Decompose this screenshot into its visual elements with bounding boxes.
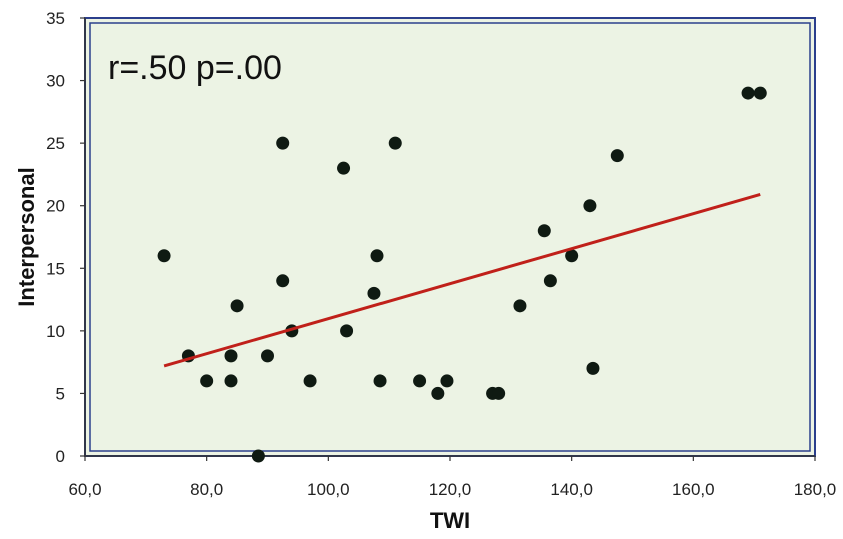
data-point: [753, 86, 767, 100]
y-tick-label: 20: [46, 197, 65, 216]
y-tick-label: 5: [56, 384, 65, 403]
data-point: [610, 149, 624, 163]
data-point: [224, 374, 238, 388]
data-point: [340, 324, 354, 338]
data-point: [224, 349, 238, 363]
data-points: [157, 86, 767, 463]
data-point: [276, 274, 290, 288]
data-point: [157, 249, 171, 263]
correlation-annotation: r=.50 p=.00: [108, 49, 282, 87]
data-point: [261, 349, 274, 363]
data-point: [370, 249, 384, 263]
y-tick-label: 35: [46, 9, 65, 28]
y-tick-label: 0: [56, 447, 65, 466]
x-tick-label: 100,0: [307, 480, 350, 499]
data-point: [543, 274, 557, 288]
data-point: [230, 299, 244, 313]
data-point: [431, 386, 445, 400]
y-tick-label: 15: [46, 259, 65, 278]
trendline: [163, 193, 761, 368]
data-point: [388, 136, 402, 150]
x-tick-label: 120,0: [429, 480, 472, 499]
tick-labels: 60,0 80,0 100,0 120,0 140,0 160,0 180,0 0 5 10 15 2…: [46, 9, 836, 499]
data-point: [303, 374, 317, 388]
data-point: [586, 361, 600, 375]
y-axis-title: Interpersonal: [14, 167, 39, 306]
data-point: [741, 86, 755, 100]
data-point: [583, 199, 597, 213]
data-point: [537, 224, 551, 238]
y-tick-label: 10: [46, 322, 65, 341]
x-tick-label: 60,0: [68, 480, 101, 499]
data-point: [251, 449, 265, 463]
x-tick-label: 140,0: [550, 480, 593, 499]
x-tick-label: 180,0: [794, 480, 837, 499]
data-point: [367, 286, 381, 300]
data-point: [513, 299, 527, 313]
data-point: [200, 374, 214, 388]
data-point: [337, 161, 351, 175]
data-point: [276, 136, 290, 150]
data-point: [413, 374, 427, 388]
y-tick-label: 30: [46, 72, 65, 91]
data-point: [565, 249, 579, 263]
data-point: [440, 374, 454, 388]
x-axis-title: TWI: [430, 508, 470, 533]
plot-area-inner-border: [89, 22, 811, 452]
x-tick-label: 160,0: [672, 480, 715, 499]
y-tick-label: 25: [46, 134, 65, 153]
data-point: [492, 386, 506, 400]
data-point: [373, 374, 387, 388]
x-tick-label: 80,0: [190, 480, 223, 499]
